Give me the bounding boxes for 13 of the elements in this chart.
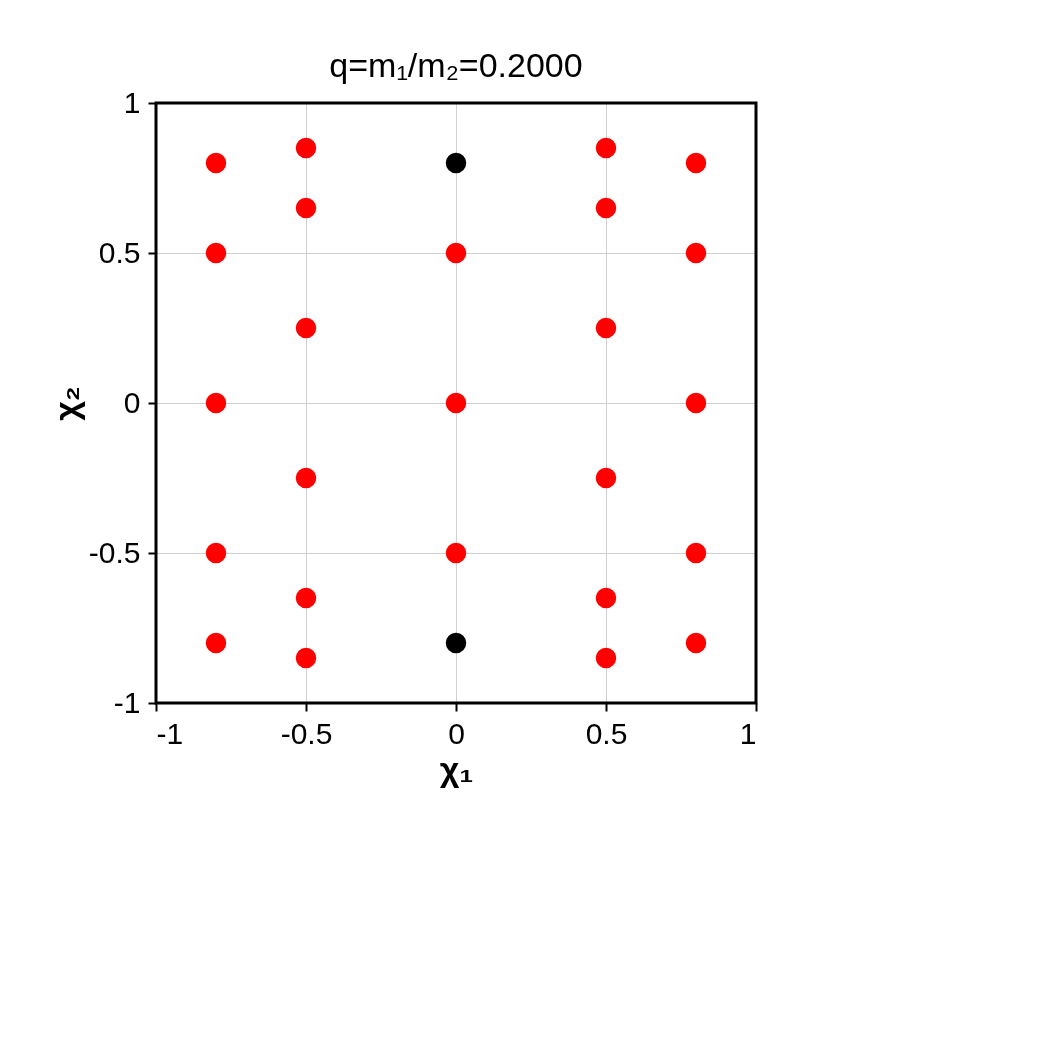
x-tick-label: -0.5 [280,716,333,750]
y-tick-label: 0.5 [98,235,141,269]
x-tick-label: -1 [156,716,184,750]
y-axis-title: χ₂ [46,386,85,421]
y-tick-label: -1 [113,685,141,719]
y-tick-label: -0.5 [88,535,141,569]
x-tick-label: 0.5 [585,716,628,750]
x-tick-label: 1 [739,716,757,750]
y-tick-label: 1 [123,85,141,119]
chart-title: q=m₁/m₂=0.2000 [329,46,583,84]
x-axis-title: χ₁ [439,749,474,788]
x-tick-label: 0 [448,716,465,750]
y-tick-label: 0 [123,385,141,419]
